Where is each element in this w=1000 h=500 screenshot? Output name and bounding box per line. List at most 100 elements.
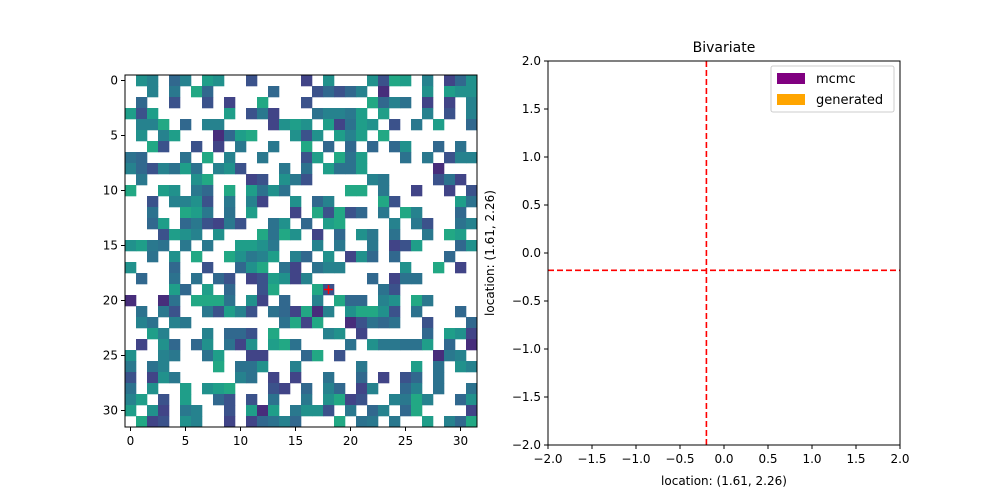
heatmap-cell — [147, 119, 159, 131]
heatmap-cell — [389, 119, 401, 131]
heatmap-cell — [455, 207, 467, 219]
heatmap-cell — [158, 295, 170, 307]
heatmap-cell — [455, 196, 467, 208]
heatmap-cell — [224, 284, 236, 296]
heatmap-cell — [422, 339, 434, 351]
heatmap-cell — [389, 240, 401, 252]
heatmap-cell — [191, 141, 203, 153]
heatmap-axes-frame — [124, 74, 478, 428]
heatmap-cell — [312, 207, 324, 219]
heatmap-cell — [444, 328, 456, 340]
heatmap-panel: 0 5 10 15 20 25 30 0 5 10 15 20 25 30 — [103, 74, 478, 448]
heatmap-cell — [213, 273, 225, 285]
heatmap-cell — [136, 317, 148, 329]
heatmap-cell — [158, 130, 170, 142]
heatmap-cell — [367, 141, 379, 153]
heatmap-cell — [180, 317, 192, 329]
bivariate-x-tick-label: −2.0 — [533, 452, 562, 466]
heatmap-target-marker — [324, 285, 333, 294]
heatmap-cell — [246, 207, 258, 219]
heatmap-cell — [356, 295, 368, 307]
heatmap-cell — [158, 339, 170, 351]
heatmap-cell — [213, 130, 225, 142]
bivariate-y-ticks: −2.0 −1.5 −1.0 −0.5 0.0 0.5 1.0 1.5 2.0 — [512, 54, 548, 452]
heatmap-cell — [422, 295, 434, 307]
heatmap-cell — [411, 372, 423, 384]
heatmap-cell — [323, 372, 335, 384]
heatmap-cell — [257, 284, 269, 296]
heatmap-cell — [301, 163, 313, 175]
heatmap-cell — [411, 218, 423, 230]
heatmap-cell — [202, 196, 214, 208]
heatmap-cell — [246, 108, 258, 120]
heatmap-cell — [345, 251, 357, 263]
bivariate-panel: Bivariate −2.0 −1.5 −1.0 −0.5 0.0 0.5 1.0 1.5 2.… — [483, 40, 910, 488]
heatmap-x-ticks: 0 5 10 15 20 25 30 — [127, 427, 468, 448]
heatmap-cell — [367, 240, 379, 252]
heatmap-cell — [191, 218, 203, 230]
heatmap-cell — [301, 141, 313, 153]
heatmap-cell — [301, 152, 313, 164]
heatmap-cell — [323, 262, 335, 274]
heatmap-cell — [136, 97, 148, 109]
heatmap-cell — [323, 405, 335, 417]
heatmap-cell — [378, 97, 390, 109]
heatmap-cell — [125, 372, 137, 384]
heatmap-cell — [268, 185, 280, 197]
heatmap-cell — [389, 416, 401, 428]
heatmap-cell — [378, 372, 390, 384]
heatmap-cell — [323, 119, 335, 131]
heatmap-cell — [323, 306, 335, 318]
heatmap-cell — [235, 163, 247, 175]
heatmap-cell — [466, 394, 478, 406]
heatmap-cell — [378, 196, 390, 208]
heatmap-cell — [158, 350, 170, 362]
heatmap-cell — [455, 361, 467, 373]
heatmap-cell — [125, 152, 137, 164]
heatmap-cell — [356, 119, 368, 131]
heatmap-cell — [389, 339, 401, 351]
heatmap-cell — [312, 196, 324, 208]
heatmap-cell — [411, 295, 423, 307]
heatmap-cell — [367, 405, 379, 417]
heatmap-cell — [389, 97, 401, 109]
heatmap-cell — [213, 119, 225, 131]
heatmap-cell — [301, 97, 313, 109]
heatmap-cell — [323, 141, 335, 153]
heatmap-cell — [191, 251, 203, 263]
heatmap-cell — [290, 317, 302, 329]
heatmap-cell — [312, 405, 324, 417]
heatmap-cell — [191, 196, 203, 208]
heatmap-cell — [257, 273, 269, 285]
heatmap-cell — [323, 328, 335, 340]
heatmap-cell — [246, 240, 258, 252]
heatmap-cell — [334, 207, 346, 219]
heatmap-cell — [125, 185, 137, 197]
heatmap-cell — [235, 218, 247, 230]
legend-label-generated: generated — [816, 93, 883, 108]
heatmap-cell — [466, 185, 478, 197]
heatmap-cell — [455, 350, 467, 362]
heatmap-cell — [202, 284, 214, 296]
heatmap-cell — [433, 372, 445, 384]
heatmap-cell — [312, 317, 324, 329]
heatmap-cell — [147, 218, 159, 230]
heatmap-cell — [466, 240, 478, 252]
heatmap-cell — [433, 163, 445, 175]
heatmap-cell — [257, 251, 269, 263]
heatmap-cell — [422, 218, 434, 230]
heatmap-cell — [202, 328, 214, 340]
heatmap-cell — [191, 273, 203, 285]
heatmap-cell — [466, 317, 478, 329]
heatmap-cell — [444, 86, 456, 98]
heatmap-cell — [191, 185, 203, 197]
bivariate-y-tick-label: 1.5 — [522, 102, 541, 116]
legend-swatch-generated — [777, 94, 805, 105]
heatmap-cell — [279, 262, 291, 274]
heatmap-cell — [125, 108, 137, 120]
heatmap-cell — [224, 383, 236, 395]
heatmap-cell — [202, 185, 214, 197]
heatmap-cell — [290, 229, 302, 241]
heatmap-cell — [224, 251, 236, 263]
heatmap-cell — [202, 119, 214, 131]
